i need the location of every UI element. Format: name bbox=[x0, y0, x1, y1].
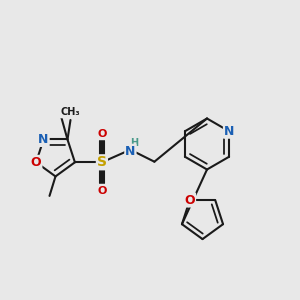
Text: S: S bbox=[97, 155, 107, 169]
Text: H: H bbox=[130, 138, 138, 148]
Text: O: O bbox=[184, 194, 195, 206]
Text: N: N bbox=[224, 125, 234, 138]
Text: O: O bbox=[31, 156, 41, 169]
Text: O: O bbox=[97, 186, 106, 196]
Text: N: N bbox=[38, 133, 49, 146]
Text: CH₃: CH₃ bbox=[61, 107, 80, 118]
Text: N: N bbox=[125, 145, 136, 158]
Text: O: O bbox=[97, 128, 106, 139]
